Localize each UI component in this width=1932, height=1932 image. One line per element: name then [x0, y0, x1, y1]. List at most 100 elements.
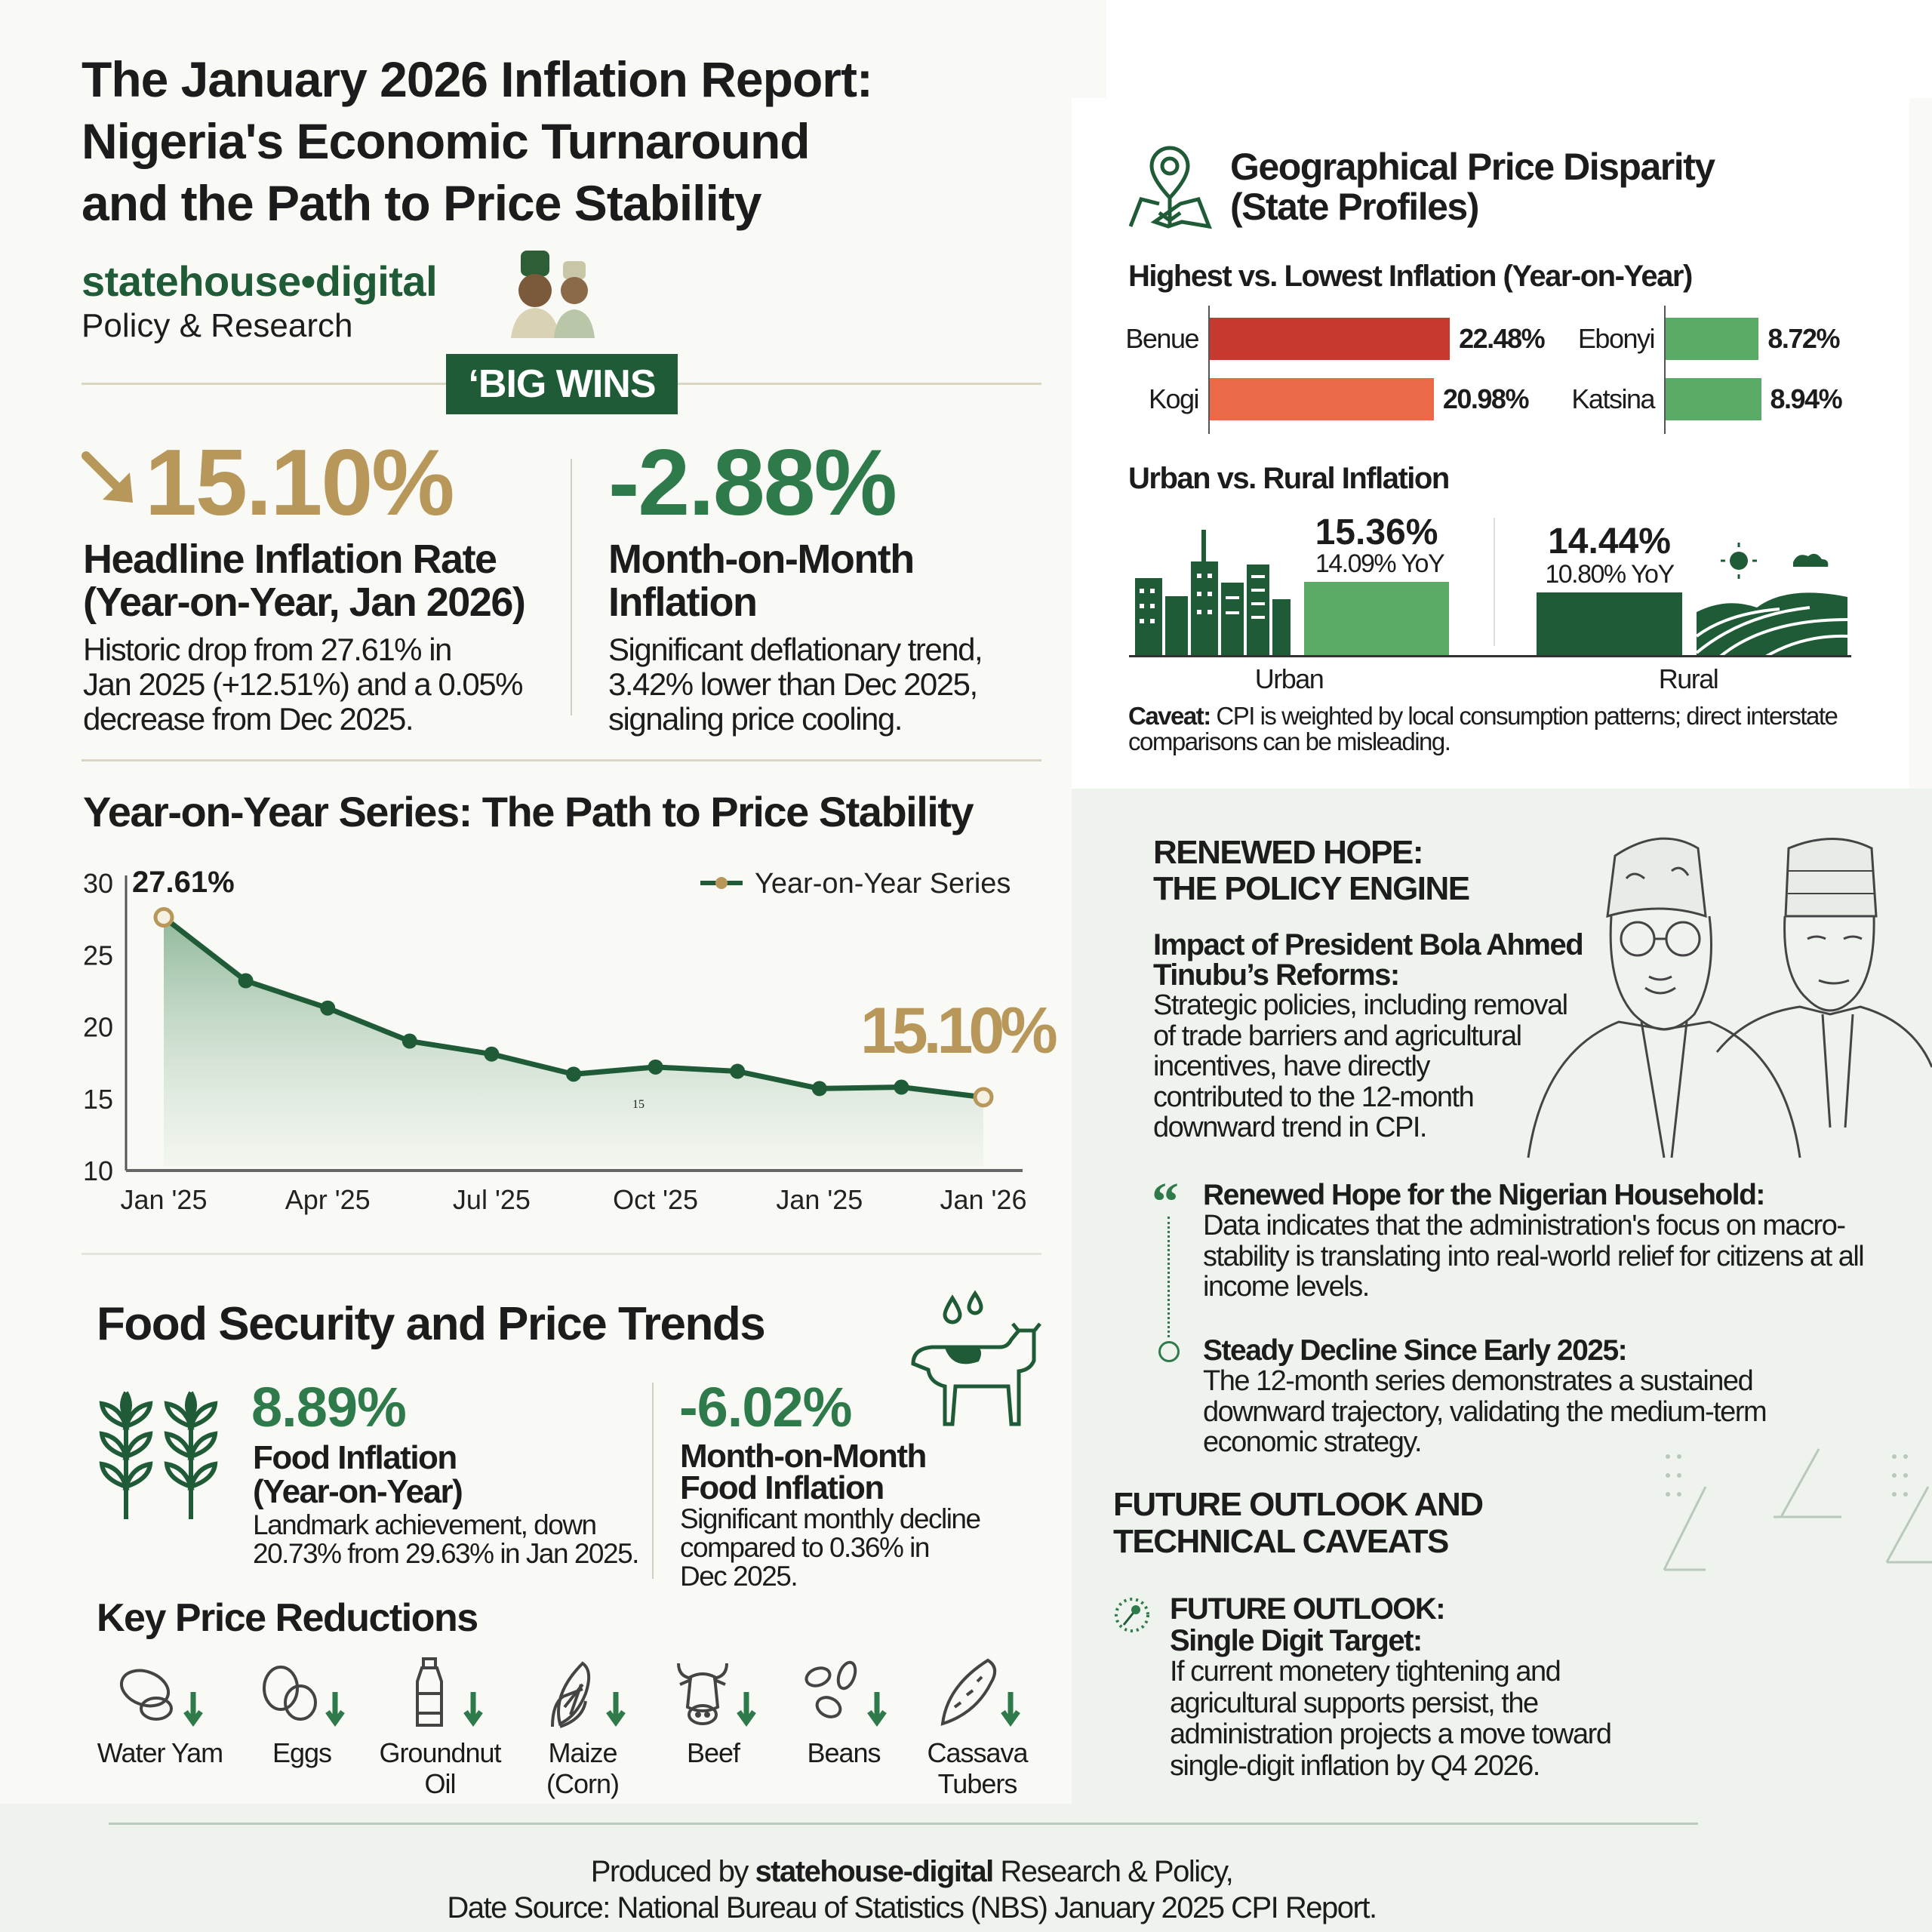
- footer-brand: statehouse-digital: [755, 1855, 994, 1888]
- price-item-label: Water Yam: [97, 1737, 223, 1768]
- title-line: Nigeria's Economic Turnaround: [82, 113, 811, 169]
- legend-label: Year-on-Year Series: [755, 868, 1011, 900]
- cow-head-icon: [677, 1663, 756, 1727]
- food-mom-value: -6.02%: [679, 1376, 852, 1438]
- down-arrow-icon: [606, 1692, 626, 1727]
- city-skyline-icon: [1135, 530, 1291, 655]
- food-yoy-value: 8.89%: [251, 1376, 407, 1438]
- x-tick-label: Jan '25: [776, 1184, 863, 1215]
- outlook-heading: FUTURE OUTLOOK:: [1170, 1592, 1446, 1626]
- geo-panel: [1072, 98, 1909, 789]
- stray-label: 15: [632, 1098, 645, 1111]
- caveat-text: Caveat: CPI is weighted by local consump…: [1128, 703, 1838, 728]
- price-item-label: Tubers: [937, 1768, 1018, 1799]
- household-heading: Renewed Hope for the Nigerian Household:: [1203, 1179, 1765, 1211]
- target-gauge-icon: [1115, 1598, 1149, 1632]
- title-line: The January 2026 Inflation Report:: [82, 51, 873, 107]
- mom-inflation-value: -2.88%: [608, 431, 897, 535]
- kpi-body: decrease from Dec 2025.: [83, 701, 414, 737]
- impact-heading: Tinubu’s Reforms:: [1153, 958, 1400, 992]
- timeline-circle-icon: [1158, 1341, 1180, 1362]
- food-yoy-body: 20.73% from 29.63% in Jan 2025.: [253, 1538, 639, 1569]
- leaders-sketch-portrait: [1527, 837, 1932, 1158]
- timeline-connector: [1168, 1217, 1170, 1337]
- impact-line: contributed to the 12-month: [1153, 1081, 1475, 1113]
- rural-bar: [1537, 592, 1682, 656]
- farmland-icon: [1695, 543, 1848, 659]
- x-tick-label: Oct '25: [613, 1184, 698, 1215]
- footer-credit: Produced by statehouse-digital Research …: [0, 1857, 1823, 1887]
- price-item-label: Eggs: [272, 1737, 332, 1768]
- y-tick-label: 15: [83, 1084, 113, 1115]
- food-divider: [652, 1383, 654, 1579]
- decline-line: The 12-month series demonstrates a susta…: [1203, 1365, 1754, 1397]
- down-arrow-icon: [1001, 1692, 1020, 1727]
- y-tick-label: 25: [83, 940, 113, 971]
- policy-panel: [1072, 789, 1932, 1807]
- data-point: [238, 973, 254, 989]
- state-bar: [1210, 378, 1434, 420]
- y-tick-label: 20: [83, 1012, 113, 1043]
- impact-line: of trade barriers and agricultural: [1153, 1020, 1522, 1052]
- urban-rural-baseline: [1129, 655, 1851, 657]
- brand-logo-text: statehouse•digital: [82, 257, 438, 305]
- kpi-body: Historic drop from 27.61% in: [83, 632, 452, 667]
- price-item-label: Oil: [424, 1768, 457, 1799]
- impact-line: Strategic policies, including removal: [1153, 989, 1568, 1021]
- end-value-label: 15.10%: [860, 995, 1057, 1067]
- food-mom-body: Significant monthly decline: [680, 1503, 981, 1534]
- brand-subtitle: Policy & Research: [82, 307, 353, 344]
- urban-yoy: 14.09% YoY: [1315, 549, 1445, 578]
- impact-line: incentives, have directly: [1153, 1051, 1430, 1082]
- price-item-label: Beef: [686, 1737, 740, 1768]
- y-tick-label: 10: [83, 1155, 113, 1186]
- x-tick-label: Apr '25: [285, 1184, 371, 1215]
- divider: [82, 1253, 1041, 1255]
- footer: [0, 1804, 1932, 1932]
- state-name: Kogi: [1148, 383, 1200, 414]
- series-area: [164, 917, 983, 1166]
- state-value: 8.72%: [1767, 323, 1840, 354]
- trend-down-arrow-icon: [82, 451, 133, 503]
- price-item-label: Groundnut: [379, 1737, 501, 1768]
- yam-icon: [120, 1669, 203, 1727]
- state-name: Ebonyi: [1577, 323, 1656, 354]
- down-arrow-icon: [737, 1692, 756, 1727]
- data-point: [894, 1079, 909, 1095]
- legend-marker-icon: [715, 877, 728, 889]
- data-point: [566, 1066, 581, 1082]
- price-item-label: Cassava: [927, 1737, 1028, 1768]
- food-mom-body: compared to 0.36% in: [680, 1532, 930, 1563]
- price-item-label: Maize: [548, 1737, 617, 1768]
- divider: [82, 759, 1041, 761]
- oil-bottle-icon: [416, 1657, 483, 1727]
- rural-yoy: 10.80% YoY: [1545, 560, 1675, 589]
- y-tick-label: 30: [83, 868, 113, 899]
- data-point: [153, 907, 174, 928]
- data-point: [730, 1063, 746, 1079]
- outlook-line: administration projects a move toward: [1170, 1718, 1612, 1750]
- state-name: Katsina: [1571, 383, 1655, 414]
- food-mom-label: Month-on-Month: [680, 1438, 927, 1475]
- kpi-label: Month-on-Month: [608, 537, 915, 582]
- decline-line: downward trajectory, validating the medi…: [1203, 1395, 1767, 1428]
- data-point: [648, 1059, 663, 1075]
- food-yoy-label: (Year-on-Year): [253, 1473, 463, 1510]
- x-tick-label: Jan '26: [940, 1184, 1027, 1215]
- state-bar: [1666, 378, 1761, 420]
- down-arrow-icon: [325, 1692, 345, 1727]
- top-right-blank: [1106, 0, 1932, 98]
- beans-icon: [804, 1660, 887, 1727]
- eggs-icon: [263, 1666, 345, 1727]
- state-value: 8.94%: [1770, 383, 1843, 414]
- yoy-line-chart: 30 25 20 15 10 Jan '25 Apr '25 Jul '25 Oct '25 J…: [83, 866, 1061, 1215]
- x-tick-label: Jan '25: [121, 1184, 208, 1215]
- data-point: [484, 1046, 500, 1062]
- down-arrow-icon: [463, 1692, 483, 1727]
- food-yoy-label: Food Inflation: [253, 1439, 457, 1476]
- decline-line: economic strategy.: [1203, 1426, 1423, 1458]
- kpi-divider: [571, 459, 572, 715]
- kpi-body: Significant deflationary trend,: [608, 632, 983, 667]
- food-mom-label: Food Inflation: [680, 1469, 884, 1506]
- rural-value: 14.44%: [1548, 521, 1671, 561]
